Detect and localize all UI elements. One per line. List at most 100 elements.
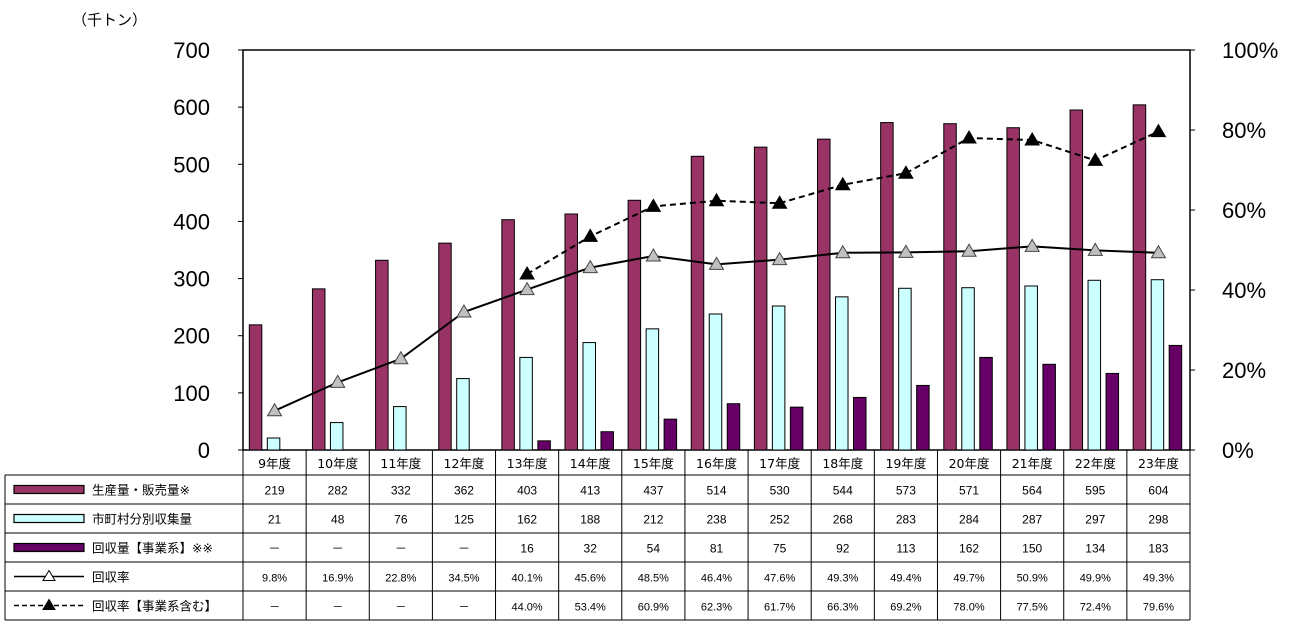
table-cell: － (395, 542, 407, 556)
table-cell: 77.5% (1017, 602, 1048, 614)
bar-2-9年度 (266, 437, 281, 451)
table-cell: 530 (770, 484, 790, 498)
table-cell: 188 (580, 513, 600, 527)
left-axis-tick-label: 100 (173, 381, 210, 406)
category-label: 13年度 (507, 456, 548, 471)
table-cell: 298 (1148, 513, 1168, 527)
table-cell: 604 (1148, 484, 1168, 498)
table-cell: 79.6% (1143, 602, 1174, 614)
bar-1-20年度 (943, 123, 957, 451)
bar-3-21年度 (1042, 363, 1056, 451)
table-cell: 134 (1085, 542, 1105, 556)
bar-2-22年度 (1087, 279, 1102, 451)
marker-rate-16年度 (708, 256, 725, 270)
category-label: 23年度 (1138, 456, 1179, 471)
table-cell: 283 (896, 513, 916, 527)
bar-1-11年度 (375, 259, 389, 451)
table-cell: 54 (647, 542, 661, 556)
marker-rate-incl-15年度 (645, 198, 662, 212)
table-cell: 595 (1085, 484, 1105, 498)
legend-label: 回収量【事業系】※※ (92, 541, 213, 556)
bar-3-13年度 (537, 440, 551, 451)
right-axis-tick-label: 60% (1222, 198, 1266, 223)
table-cell: 46.4% (701, 573, 732, 585)
table-cell: 49.4% (890, 573, 921, 585)
table-cell: 69.2% (890, 602, 921, 614)
left-axis-tick-label: 700 (173, 38, 210, 63)
marker-rate-13年度 (519, 281, 535, 296)
table-cell: 9.8% (262, 573, 287, 585)
bar-3-18年度 (853, 396, 867, 451)
table-cell: 437 (643, 484, 663, 498)
category-label: 14年度 (570, 456, 611, 471)
marker-rate-17年度 (771, 251, 788, 266)
category-label: 10年度 (317, 456, 358, 471)
table-cell: － (269, 542, 281, 556)
marker-rate-incl-13年度 (519, 266, 535, 280)
table-cell: 162 (959, 542, 979, 556)
bar-2-10年度 (329, 422, 344, 451)
bar-1-21年度 (1006, 127, 1020, 451)
bar-3-19年度 (916, 384, 930, 451)
bar-1-17年度 (753, 146, 768, 451)
table-cell: 113 (896, 542, 915, 556)
bar-2-20年度 (961, 287, 975, 451)
table-cell: 284 (959, 513, 979, 527)
bar-2-19年度 (898, 287, 912, 451)
category-label: 15年度 (633, 456, 674, 471)
category-label: 16年度 (696, 456, 737, 471)
legend-label: 生産量・販売量※ (92, 483, 190, 498)
table-cell: 66.3% (827, 602, 858, 614)
table-cell: － (458, 602, 469, 614)
table-cell: 297 (1085, 513, 1105, 527)
table-cell: 75 (773, 542, 787, 556)
category-label: 21年度 (1012, 456, 1053, 471)
marker-rate-incl-19年度 (898, 165, 914, 179)
table-cell: 183 (1148, 542, 1168, 556)
marker-rate-15年度 (645, 248, 662, 262)
bar-2-11年度 (393, 406, 407, 451)
left-axis-tick-label: 300 (173, 267, 210, 292)
legend-key-bar-1 (13, 484, 85, 495)
marker-rate-19年度 (898, 244, 914, 258)
legend-label: 回収率【事業系含む】 (92, 599, 217, 614)
legend-label: 市町村分別収集量 (92, 512, 192, 527)
marker-rate-20年度 (961, 243, 977, 257)
marker-rate-incl-18年度 (834, 176, 851, 191)
category-label: 22年度 (1075, 456, 1116, 471)
table-cell: 238 (706, 513, 726, 527)
bar-2-16年度 (708, 313, 723, 451)
marker-rate-18年度 (834, 244, 851, 259)
legend-label: 回収率 (92, 570, 130, 585)
marker-rate-11年度 (392, 350, 409, 365)
right-axis-tick-label: 40% (1222, 278, 1266, 303)
table-cell: 125 (454, 513, 474, 527)
table-cell: 49.9% (1080, 573, 1111, 585)
bar-2-21年度 (1024, 285, 1038, 451)
table-cell: 45.6% (575, 573, 606, 585)
table-cell: 50.9% (1017, 573, 1048, 585)
marker-rate-incl-14年度 (582, 228, 599, 242)
bar-3-20年度 (979, 356, 993, 451)
bar-2-18年度 (835, 296, 849, 451)
bar-1-14年度 (564, 213, 578, 451)
marker-rate-incl-20年度 (961, 130, 977, 144)
table-cell: 573 (896, 484, 916, 498)
unit-label: （千トン） (72, 11, 148, 29)
marker-rate-incl-21年度 (1024, 132, 1041, 146)
marker-rate-12年度 (456, 304, 472, 318)
table-cell: 22.8% (385, 573, 416, 585)
marker-rate-incl-16年度 (708, 192, 725, 207)
marker-rate-22年度 (1087, 242, 1104, 256)
table-cell: 544 (833, 484, 853, 498)
bar-1-23年度 (1132, 104, 1147, 451)
marker-rate-incl-23年度 (1150, 123, 1167, 138)
category-label: 9年度 (258, 456, 291, 471)
legend-key-open-triangle (42, 569, 56, 581)
table-cell: 282 (328, 484, 348, 498)
bar-1-12年度 (438, 242, 452, 451)
bar-1-18年度 (817, 138, 831, 451)
table-cell: 40.1% (511, 573, 542, 585)
table-cell: 53.4% (575, 602, 606, 614)
